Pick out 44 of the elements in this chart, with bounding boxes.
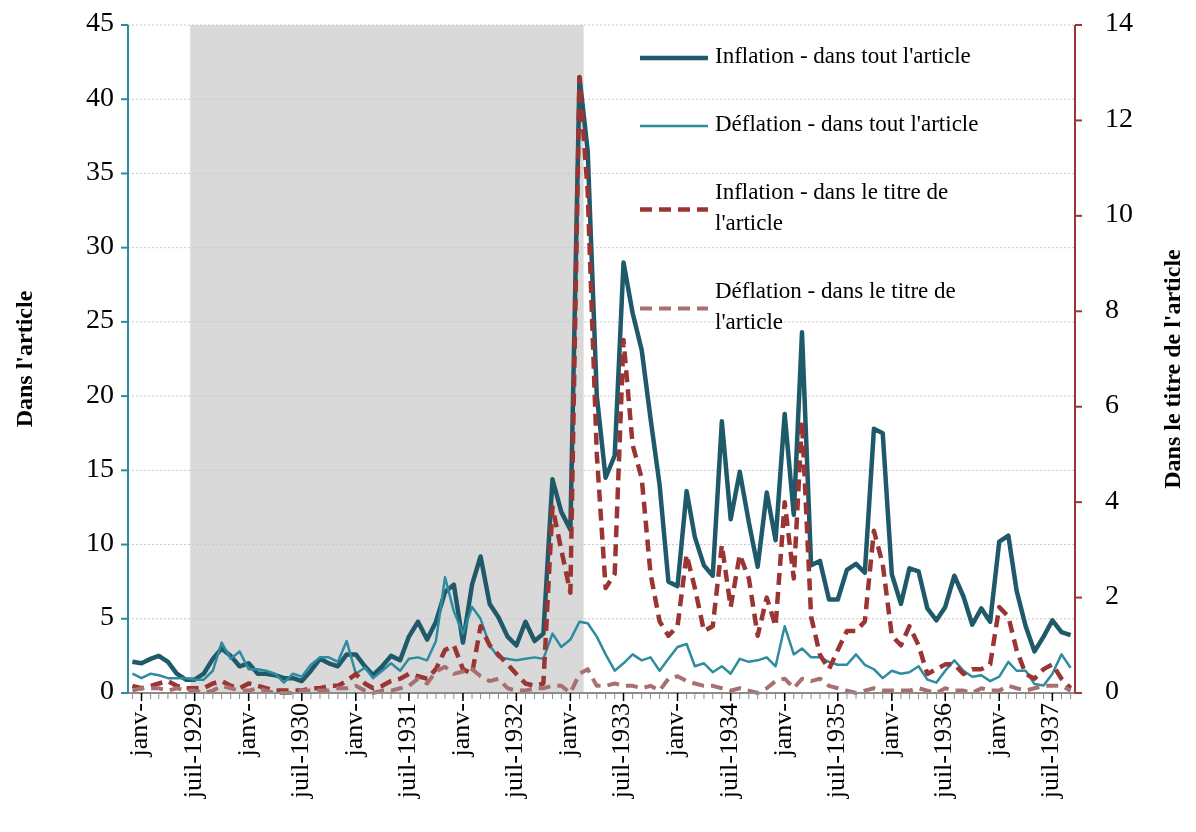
- x-tick-label: juil-1932: [499, 703, 529, 800]
- x-tick-label: juil-1936: [928, 703, 958, 800]
- y2-tick-label: 4: [1105, 483, 1119, 515]
- x-tick-label: janv-: [874, 703, 904, 758]
- x-tick-label: juil-1935: [820, 703, 850, 800]
- y-tick-label: 40: [86, 80, 114, 112]
- x-tick-label: juil-1937: [1035, 703, 1065, 800]
- x-tick-label: janv-: [767, 703, 797, 758]
- x-tick-label: janv-: [660, 703, 690, 758]
- y2-tick-label: 14: [1105, 6, 1133, 38]
- line-series: [131, 575, 1072, 687]
- y2-tick-label: 0: [1105, 674, 1119, 706]
- y-tick-label: 30: [86, 229, 114, 261]
- line-series: [130, 664, 1073, 695]
- y-tick-label: 20: [86, 377, 114, 409]
- y2-axis-title: Dans le titre de l'article: [1159, 248, 1185, 489]
- y-tick-label: 45: [86, 6, 114, 38]
- x-tick-label: janv-: [445, 703, 475, 758]
- y2-tick-label: 10: [1105, 197, 1133, 229]
- x-tick-label: juil-1934: [713, 703, 743, 800]
- y-tick-label: 35: [86, 154, 114, 186]
- x-tick-label: janv-: [982, 703, 1012, 758]
- y-tick-label: 10: [86, 525, 114, 557]
- y-tick-label: 25: [86, 303, 114, 335]
- y2-tick-label: 6: [1105, 388, 1119, 420]
- y-axis-title: Dans l'article: [11, 290, 37, 428]
- x-tick-label: janv-: [231, 703, 261, 758]
- legend-label: Déflation - dans tout l'article: [715, 111, 979, 137]
- x-tick-label: janv-: [124, 703, 154, 758]
- legend-label: Inflation - dans tout l'article: [715, 43, 971, 69]
- y-tick-label: 5: [100, 600, 114, 632]
- legend-label: Déflation - dans le titre de l'article: [715, 278, 956, 335]
- x-tick-label: juil-1930: [284, 703, 314, 800]
- x-tick-label: juil-1929: [177, 703, 207, 800]
- y2-tick-label: 2: [1105, 578, 1119, 610]
- y2-tick-label: 8: [1105, 292, 1119, 324]
- x-tick-label: janv-: [553, 703, 583, 758]
- legend-label: Inflation - dans le titre de l'article: [715, 179, 949, 236]
- y-tick-label: 15: [86, 451, 114, 483]
- y2-tick-label: 12: [1105, 101, 1133, 133]
- x-tick-label: janv-: [338, 703, 368, 758]
- y-tick-label: 0: [100, 674, 114, 706]
- x-tick-label: juil-1931: [391, 703, 421, 800]
- x-tick-label: juil-1933: [606, 703, 636, 800]
